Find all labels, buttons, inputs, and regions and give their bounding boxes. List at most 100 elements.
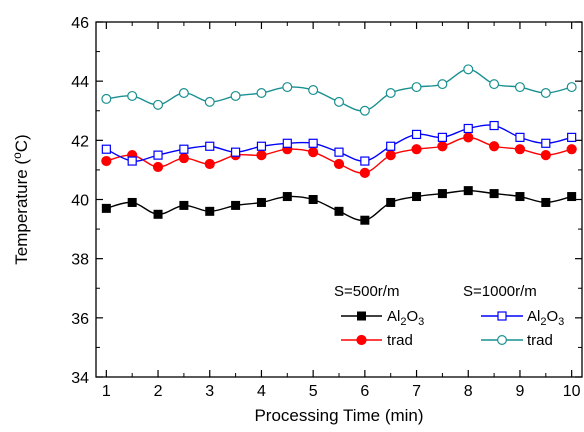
data-point — [463, 123, 473, 134]
data-point — [566, 82, 577, 93]
data-point — [515, 192, 525, 202]
series-al2o3-500 — [101, 186, 577, 225]
legend-entry-al2o3-1000: Al2O3 — [481, 308, 564, 328]
legend-label: Al2O3 — [527, 308, 564, 328]
data-point — [411, 144, 422, 155]
data-point — [230, 147, 241, 157]
data-point — [308, 195, 318, 204]
data-point — [127, 90, 138, 101]
data-point — [333, 158, 345, 170]
x-tick-label: 6 — [360, 383, 369, 400]
series-trad-1000 — [101, 64, 577, 116]
data-point — [230, 90, 241, 101]
data-point — [540, 87, 551, 98]
data-point — [412, 192, 422, 202]
y-tick-label: 42 — [71, 133, 89, 150]
data-point — [541, 197, 551, 207]
data-point — [385, 150, 396, 161]
legend-marker — [497, 311, 507, 321]
data-point — [256, 87, 267, 98]
series-trad-500 — [101, 132, 577, 178]
data-point — [386, 197, 396, 207]
data-point — [152, 161, 164, 173]
data-point — [101, 203, 111, 213]
data-point — [153, 99, 164, 110]
data-point — [437, 79, 448, 90]
axis-labels: Processing Time (min) Temperature (oC) — [10, 134, 424, 425]
y-tick-label: 40 — [71, 193, 89, 210]
x-tick-label: 2 — [154, 383, 163, 400]
legend-group-header-1000: S=1000r/m — [463, 283, 537, 300]
data-point — [463, 132, 474, 143]
data-point — [101, 155, 112, 167]
x-tick-label: 1 — [102, 383, 111, 400]
x-tick-label: 9 — [516, 383, 525, 400]
legend-entry-trad-500: trad — [341, 332, 413, 349]
data-point — [179, 200, 189, 210]
data-point — [359, 105, 370, 116]
data-point — [411, 82, 422, 93]
data-point — [101, 144, 111, 154]
legend-marker — [357, 311, 366, 321]
data-point — [566, 144, 577, 155]
data-point — [489, 141, 500, 152]
legend-label: Al2O3 — [387, 308, 424, 328]
data-point — [360, 156, 370, 166]
data-point — [256, 150, 267, 161]
data-point — [437, 141, 448, 152]
legend-marker — [497, 335, 508, 346]
x-tick-label: 5 — [309, 383, 318, 400]
data-point — [411, 129, 422, 140]
y-tick-label: 46 — [71, 15, 89, 32]
data-point — [256, 197, 266, 207]
data-point — [437, 132, 448, 142]
legend-label: trad — [527, 332, 553, 349]
data-point — [514, 144, 526, 155]
series-al2o3-1000 — [101, 120, 577, 166]
data-point — [282, 192, 292, 202]
legend-entry-trad-1000: trad — [481, 332, 553, 349]
data-point — [334, 96, 345, 107]
data-point — [515, 132, 525, 142]
data-point — [204, 96, 215, 107]
data-point — [101, 93, 112, 104]
y-axis-label: Temperature (oC) — [10, 134, 31, 264]
data-point — [359, 167, 370, 178]
data-point — [540, 150, 551, 161]
data-point — [385, 87, 396, 98]
x-axis-label: Processing Time (min) — [254, 406, 423, 425]
x-tick-label: 4 — [257, 383, 266, 400]
y-tick-label: 34 — [71, 370, 89, 387]
x-tick-label: 3 — [205, 383, 214, 400]
data-point — [489, 120, 499, 131]
legend-label: trad — [387, 332, 413, 349]
series-line — [106, 189, 572, 222]
legend: S=500r/m S=1000r/m Al2O3 trad Al2O3 trad — [334, 283, 564, 349]
data-point — [308, 138, 318, 148]
data-point — [178, 152, 189, 164]
legend-group-header-500: S=500r/m — [334, 283, 399, 300]
data-point — [205, 206, 215, 216]
data-point — [567, 192, 577, 202]
data-point — [231, 200, 241, 210]
data-point — [127, 197, 137, 207]
data-point — [204, 158, 215, 170]
y-tick-label: 36 — [71, 311, 89, 328]
data-point — [437, 189, 447, 199]
data-point — [153, 150, 163, 160]
data-point — [386, 141, 396, 151]
data-point — [205, 141, 215, 151]
data-point — [463, 64, 474, 75]
data-point — [127, 156, 137, 166]
plot-frame — [95, 21, 583, 378]
y-tick-label: 44 — [71, 74, 89, 91]
series-layer — [101, 64, 577, 225]
data-point — [489, 79, 500, 90]
data-point — [567, 132, 577, 142]
data-point — [541, 138, 551, 148]
legend-entry-al2o3-500: Al2O3 — [341, 308, 424, 328]
data-point — [178, 87, 189, 98]
data-point — [334, 206, 344, 216]
data-point — [463, 186, 473, 196]
